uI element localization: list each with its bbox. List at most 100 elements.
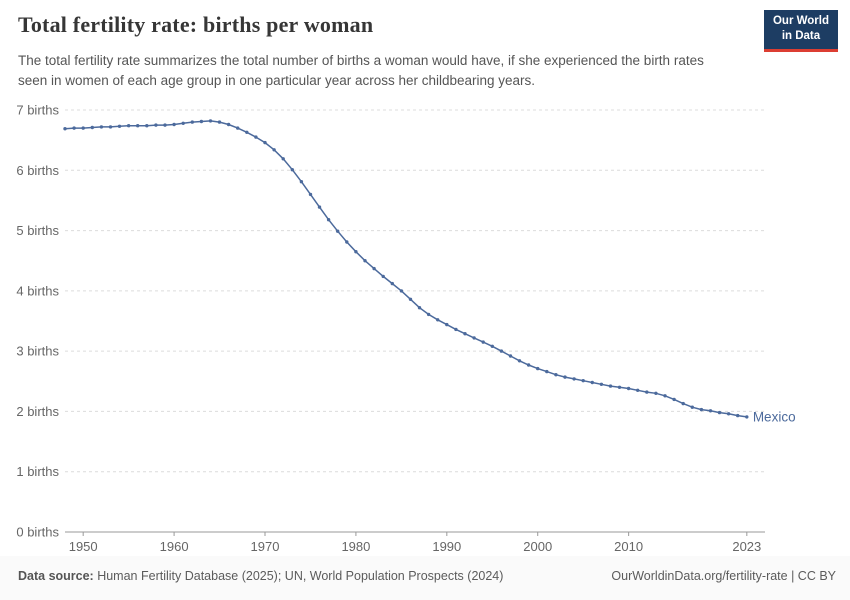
data-point[interactable] (363, 259, 367, 263)
data-point[interactable] (554, 373, 558, 377)
data-point[interactable] (563, 375, 567, 379)
data-point[interactable] (545, 369, 549, 374)
data-point[interactable] (481, 340, 485, 344)
data-point[interactable] (117, 124, 122, 128)
data-point[interactable] (499, 349, 504, 353)
data-point[interactable] (172, 122, 176, 127)
data-point[interactable] (326, 218, 331, 222)
data-point[interactable] (436, 318, 440, 322)
data-point[interactable] (317, 205, 322, 209)
data-point[interactable] (590, 380, 594, 385)
data-point[interactable] (681, 401, 685, 406)
data-point[interactable] (136, 124, 140, 128)
chart-footer: Data source: Human Fertility Database (2… (0, 556, 850, 600)
data-point[interactable] (236, 126, 240, 130)
data-point[interactable] (472, 336, 476, 340)
data-point[interactable] (572, 377, 576, 381)
mexico-line[interactable] (64, 120, 747, 418)
data-point[interactable] (699, 407, 704, 412)
page-title: Total fertility rate: births per woman (18, 12, 374, 37)
x-tick-label: 2023 (732, 539, 761, 554)
data-point[interactable] (81, 126, 85, 130)
data-point[interactable] (445, 322, 449, 327)
data-point[interactable] (345, 240, 349, 244)
data-point[interactable] (126, 124, 131, 128)
y-tick-label: 3 births (16, 344, 59, 359)
data-point[interactable] (526, 363, 531, 367)
data-point[interactable] (599, 382, 604, 386)
data-point[interactable] (536, 366, 540, 371)
x-tick-label: 1980 (341, 539, 370, 554)
data-point[interactable] (354, 250, 358, 254)
data-point[interactable] (490, 344, 494, 348)
data-point[interactable] (736, 413, 740, 418)
y-tick-label: 1 births (16, 464, 59, 479)
data-point[interactable] (72, 126, 76, 130)
data-point[interactable] (190, 120, 194, 124)
data-point[interactable] (272, 148, 276, 152)
owid-logo-line2: in Data (781, 29, 821, 42)
data-point[interactable] (463, 332, 467, 336)
data-point[interactable] (181, 121, 185, 125)
data-point[interactable] (336, 229, 340, 233)
owid-logo[interactable]: Our World in Data (763, 10, 838, 52)
data-point[interactable] (626, 386, 631, 391)
data-point[interactable] (90, 125, 95, 130)
data-point[interactable] (508, 354, 513, 358)
data-point[interactable] (417, 306, 422, 310)
x-tick-label: 1990 (432, 539, 461, 554)
data-point[interactable] (399, 289, 404, 293)
data-point[interactable] (99, 125, 104, 129)
data-point[interactable] (454, 327, 458, 332)
data-point[interactable] (636, 388, 640, 392)
data-point[interactable] (208, 119, 213, 123)
owid-cc-link[interactable]: OurWorldinData.org/fertility-rate | CC B… (611, 569, 836, 583)
data-point[interactable] (308, 192, 313, 197)
data-point[interactable] (708, 409, 713, 413)
owid-logo-line1: Our World (772, 15, 829, 27)
data-point[interactable] (299, 180, 304, 184)
data-point[interactable] (645, 390, 649, 394)
data-point[interactable] (654, 391, 658, 395)
data-point[interactable] (372, 266, 376, 271)
data-point[interactable] (254, 135, 258, 139)
x-tick-label: 1950 (69, 539, 98, 554)
y-tick-label: 5 births (16, 223, 59, 238)
y-tick-label: 0 births (16, 525, 59, 540)
data-source-text: Human Fertility Database (2025); UN, Wor… (93, 569, 504, 583)
data-point[interactable] (281, 157, 285, 161)
data-point[interactable] (263, 140, 267, 145)
data-point[interactable] (517, 359, 522, 363)
chart-area[interactable]: 0 births 1 births 2 births 3 births 4 births… (0, 95, 850, 555)
data-point[interactable] (663, 394, 667, 398)
data-point[interactable] (381, 274, 385, 279)
data-point[interactable] (581, 379, 585, 383)
fertility-line-chart[interactable]: 0 births 1 births 2 births 3 births 4 births… (0, 95, 850, 555)
data-point[interactable] (672, 397, 676, 402)
data-point[interactable] (154, 123, 158, 127)
x-tick-label: 1960 (160, 539, 189, 554)
data-point[interactable] (726, 412, 731, 416)
data-point[interactable] (163, 123, 167, 127)
data-point[interactable] (617, 385, 622, 389)
data-point[interactable] (745, 415, 749, 419)
y-tick-label: 2 births (16, 404, 59, 419)
data-point[interactable] (290, 168, 294, 172)
y-tick-label: 7 births (16, 103, 59, 118)
data-point[interactable] (63, 127, 67, 131)
data-point[interactable] (226, 122, 231, 127)
data-point[interactable] (608, 384, 613, 388)
chart-subtitle: The total fertility rate summarizes the … (18, 53, 704, 88)
data-point[interactable] (426, 312, 431, 317)
data-point[interactable] (690, 405, 694, 409)
data-point[interactable] (145, 124, 149, 128)
entity-label-mexico[interactable]: Mexico (753, 409, 796, 424)
data-point[interactable] (245, 130, 249, 134)
data-point[interactable] (199, 119, 204, 124)
data-point[interactable] (408, 297, 413, 301)
data-point[interactable] (717, 410, 722, 415)
data-point[interactable] (108, 125, 113, 129)
data-point[interactable] (390, 281, 394, 286)
data-point[interactable] (217, 120, 222, 124)
